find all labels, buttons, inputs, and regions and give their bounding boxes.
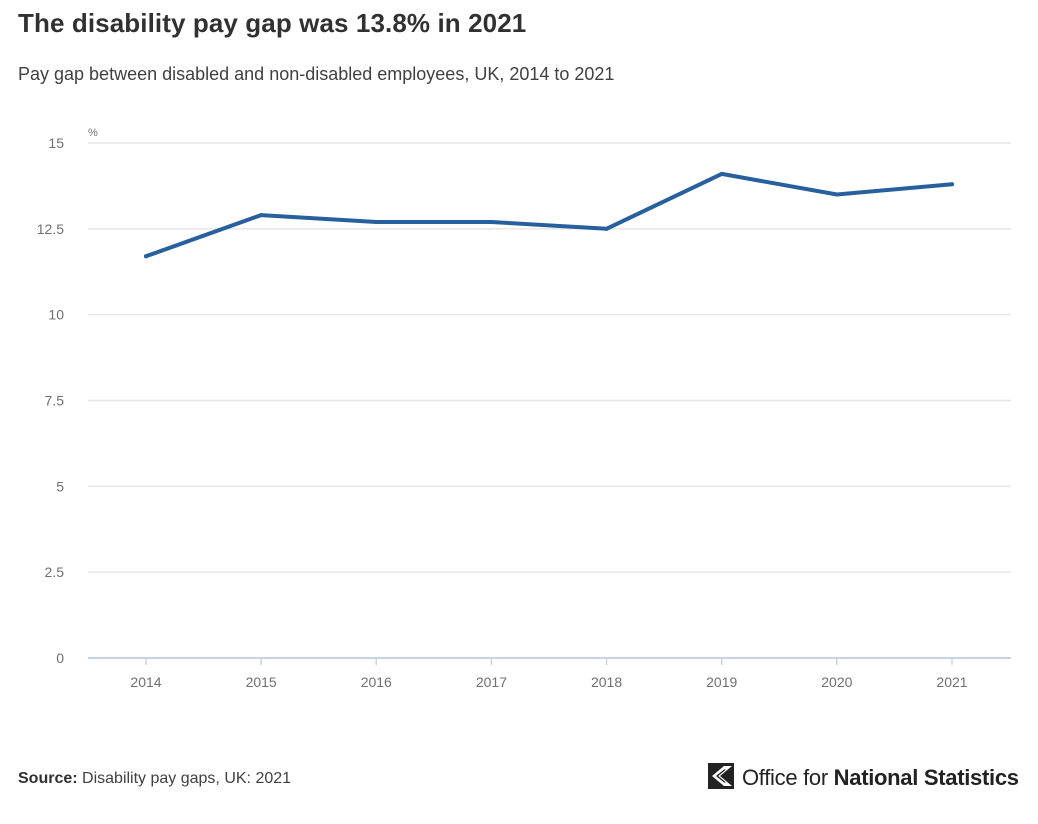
y-tick-label: 7.5 (45, 393, 65, 409)
source-note: Source: Disability pay gaps, UK: 2021 (18, 770, 291, 788)
y-tick-label: 12.5 (37, 221, 64, 237)
x-tick-label: 2018 (591, 674, 622, 690)
y-tick-label: 10 (48, 307, 64, 323)
x-tick-label: 2019 (706, 674, 737, 690)
ons-logo-icon (706, 761, 736, 796)
series-group (144, 171, 954, 259)
grid-lines (88, 142, 1011, 573)
y-axis-ticks: 0 2.5 5 7.5 10 12.5 15 (37, 135, 64, 666)
ons-logo: Office for National Statistics (706, 762, 1019, 794)
source-label: Source: (18, 770, 78, 787)
y-tick-label: 0 (56, 650, 64, 666)
x-tick-label: 2017 (476, 674, 507, 690)
x-tick-label: 2014 (130, 674, 161, 690)
source-text[interactable]: Disability pay gaps, UK: 2021 (82, 770, 292, 787)
data-point[interactable] (719, 171, 724, 176)
ons-logo-text: Office for National Statistics (742, 765, 1019, 791)
chart-subtitle: Pay gap between disabled and non-disable… (18, 64, 615, 84)
org-name-light: Office for (742, 765, 834, 790)
y-axis-unit-label: % (88, 127, 98, 139)
data-point[interactable] (489, 219, 494, 224)
x-tick-label: 2021 (936, 674, 967, 690)
y-tick-label: 2.5 (45, 564, 65, 580)
x-axis: 2014 2015 2016 2017 2018 2019 2020 2021 (88, 657, 1011, 690)
data-point[interactable] (144, 254, 148, 259)
org-name-bold: National Statistics (833, 765, 1019, 790)
y-tick-label: 15 (48, 135, 64, 151)
x-tick-label: 2015 (246, 674, 277, 690)
data-point[interactable] (950, 182, 954, 187)
x-tick-label: 2020 (821, 674, 852, 690)
data-point[interactable] (834, 192, 839, 197)
data-point[interactable] (374, 219, 379, 224)
data-point[interactable] (604, 226, 609, 231)
x-tick-label: 2016 (361, 674, 392, 690)
y-tick-label: 5 (56, 478, 64, 494)
chart-title: The disability pay gap was 13.8% in 2021 (18, 8, 527, 38)
series-line[interactable] (144, 171, 954, 259)
data-point[interactable] (259, 213, 264, 218)
